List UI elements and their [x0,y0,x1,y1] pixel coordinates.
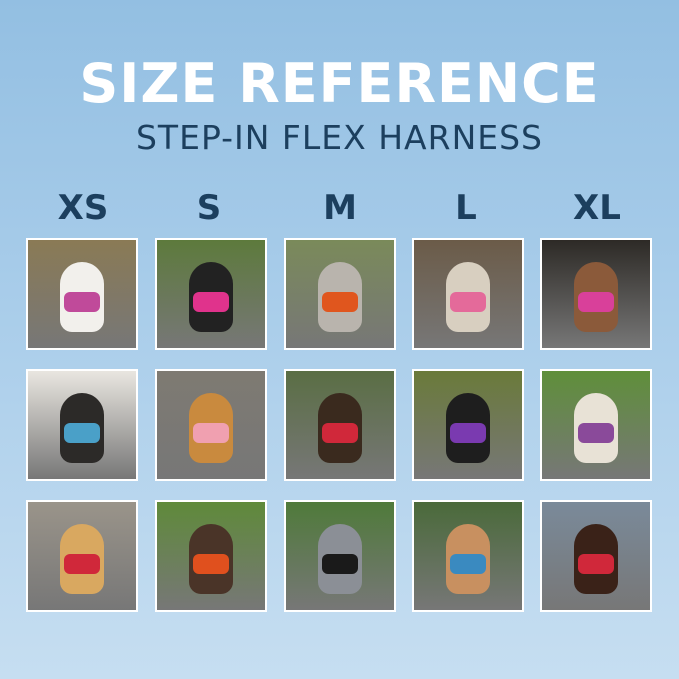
dog-photo-xs-1 [26,238,138,350]
page-title: SIZE REFERENCE [79,52,600,115]
dog-photo-xl-2 [540,369,652,481]
dog-photo-s-3 [155,500,267,612]
size-label-s: S [196,188,222,228]
dog-photo-xs-2 [26,369,138,481]
size-label-xs: XS [57,188,109,228]
page-subtitle: STEP-IN FLEX HARNESS [135,118,543,157]
dog-photo-xl-1 [540,238,652,350]
harness-figure [193,423,229,443]
size-label-m: M [323,188,357,228]
dog-photo-m-2 [284,369,396,481]
harness-figure [578,554,614,574]
size-label-l: L [455,188,477,228]
harness-figure [578,292,614,312]
harness-figure [578,423,614,443]
harness-figure [450,423,486,443]
dog-photo-l-1 [412,238,524,350]
dog-photo-l-2 [412,369,524,481]
dog-photo-m-3 [284,500,396,612]
harness-figure [322,554,358,574]
dog-photo-xl-3 [540,500,652,612]
harness-figure [450,292,486,312]
dog-photo-m-1 [284,238,396,350]
size-label-xl: XL [573,188,621,228]
harness-figure [322,292,358,312]
harness-figure [450,554,486,574]
harness-figure [193,554,229,574]
dog-photo-l-3 [412,500,524,612]
harness-figure [64,423,100,443]
harness-figure [64,554,100,574]
dog-photo-s-1 [155,238,267,350]
harness-figure [193,292,229,312]
harness-figure [64,292,100,312]
dog-photo-xs-3 [26,500,138,612]
dog-photo-s-2 [155,369,267,481]
harness-figure [322,423,358,443]
